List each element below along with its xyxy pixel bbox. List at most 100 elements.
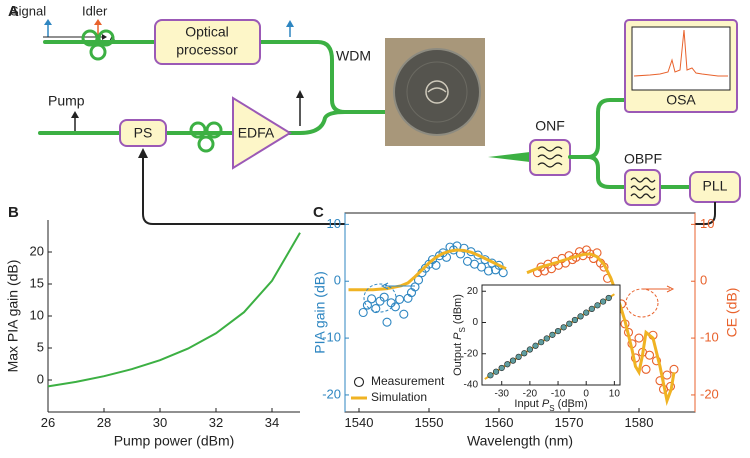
signal-label: Signal xyxy=(10,3,46,18)
data-point xyxy=(358,307,368,318)
box-label: PS xyxy=(134,125,153,141)
y-axis-label: Max PIA gain (dB) xyxy=(5,260,21,373)
x-tick-label: 34 xyxy=(265,415,279,430)
data-point xyxy=(399,309,409,319)
wdm-label: WDM xyxy=(336,48,371,64)
arrowhead xyxy=(296,90,304,98)
label-part: (dBm) xyxy=(555,398,588,410)
data-point xyxy=(413,275,424,285)
data-point xyxy=(526,346,533,353)
data-point xyxy=(476,262,487,272)
y-tick-label: 5 xyxy=(37,339,44,354)
data-point xyxy=(362,300,372,310)
data-point xyxy=(641,364,651,374)
data-point xyxy=(473,250,483,260)
arrowhead xyxy=(44,19,52,25)
y-tick-label: -40 xyxy=(464,380,479,391)
data-point xyxy=(588,305,595,313)
x-tick-label: 26 xyxy=(41,415,55,430)
box-label: PLL xyxy=(703,178,728,194)
chip-photo xyxy=(385,38,485,146)
arrowhead xyxy=(138,148,148,158)
obpf-box xyxy=(624,169,661,206)
optical-processor-box xyxy=(154,19,261,65)
data-point xyxy=(521,350,528,357)
data-point xyxy=(498,364,505,372)
x-tick-label: -10 xyxy=(551,389,566,400)
data-point xyxy=(492,368,500,375)
edfa-amplifier xyxy=(232,96,292,170)
x-tick-label: 0 xyxy=(583,389,589,400)
onf-label: ONF xyxy=(535,118,565,134)
data-point xyxy=(594,302,601,309)
box-label: Optical xyxy=(185,24,229,40)
data-point xyxy=(566,320,573,327)
data-point xyxy=(382,317,392,327)
box-label: processor xyxy=(176,42,238,58)
ps-box xyxy=(119,119,167,147)
y-tick-label: 20 xyxy=(467,286,479,297)
x-tick-label: 1550 xyxy=(415,415,444,430)
y2-tick-label: 0 xyxy=(700,273,707,288)
arrowhead xyxy=(666,285,675,293)
y-tick-label: 0 xyxy=(472,317,478,328)
panel-label: B xyxy=(8,204,19,221)
label-part: S xyxy=(458,327,467,332)
data-point xyxy=(494,260,504,270)
osa-label: OSA xyxy=(666,92,696,108)
x-tick-label: -30 xyxy=(494,389,509,400)
x-axis-label: Input PS (dBm) xyxy=(514,398,587,413)
data-point xyxy=(577,313,584,320)
y2-tick-label: -10 xyxy=(700,330,719,345)
data-point xyxy=(543,335,550,342)
label-part: P xyxy=(542,398,550,410)
data-point xyxy=(509,357,517,364)
onf-box xyxy=(529,139,571,176)
fiber xyxy=(568,98,627,159)
idler-label: Idler xyxy=(82,3,108,18)
legend-label: Simulation xyxy=(371,390,427,404)
x-tick-label: 1580 xyxy=(625,415,654,430)
fiber xyxy=(586,155,692,189)
arrowhead xyxy=(71,111,79,118)
data-point xyxy=(515,353,522,360)
y2-tick-label: 10 xyxy=(700,216,714,231)
taper xyxy=(488,152,530,162)
data-point xyxy=(532,342,539,349)
y-axis-label: PIA gain (dB) xyxy=(312,271,328,354)
data-point xyxy=(487,372,494,379)
data-point xyxy=(560,324,567,331)
y2-tick-label: -20 xyxy=(700,386,719,401)
series-line xyxy=(47,232,301,388)
pump-label: Pump xyxy=(48,93,85,109)
data-point xyxy=(367,294,377,304)
label-part: (dBm) xyxy=(452,294,464,327)
legend-label: Measurement xyxy=(371,374,445,388)
arrowhead xyxy=(286,20,294,27)
x-tick-label: 1540 xyxy=(345,415,374,430)
y-tick-label: 20 xyxy=(30,243,44,258)
obpf-label: OBPF xyxy=(624,151,662,167)
x-tick-label: 32 xyxy=(209,415,223,430)
label-part: Output xyxy=(452,340,464,376)
arrowhead xyxy=(94,19,102,25)
data-point xyxy=(379,292,389,302)
data-point xyxy=(644,350,655,360)
osa-spectrum xyxy=(633,29,728,77)
y-tick-label: -20 xyxy=(464,348,479,359)
y2-axis-label: CE (dB) xyxy=(724,288,740,338)
x-axis-label: Pump power (dBm) xyxy=(114,433,235,449)
data-point xyxy=(605,294,612,302)
y-tick-label: 10 xyxy=(327,216,341,231)
arrowhead xyxy=(380,282,389,290)
data-point xyxy=(504,361,511,368)
dashed-circle xyxy=(363,283,397,313)
fiber-coil xyxy=(81,29,223,153)
data-point xyxy=(483,266,494,276)
y-axis-label: Output PS (dBm) xyxy=(452,294,467,376)
y-tick-label: -10 xyxy=(322,330,341,345)
filter-symbol xyxy=(537,146,563,168)
x-tick-label: -20 xyxy=(523,389,538,400)
label-part: P xyxy=(452,332,464,340)
